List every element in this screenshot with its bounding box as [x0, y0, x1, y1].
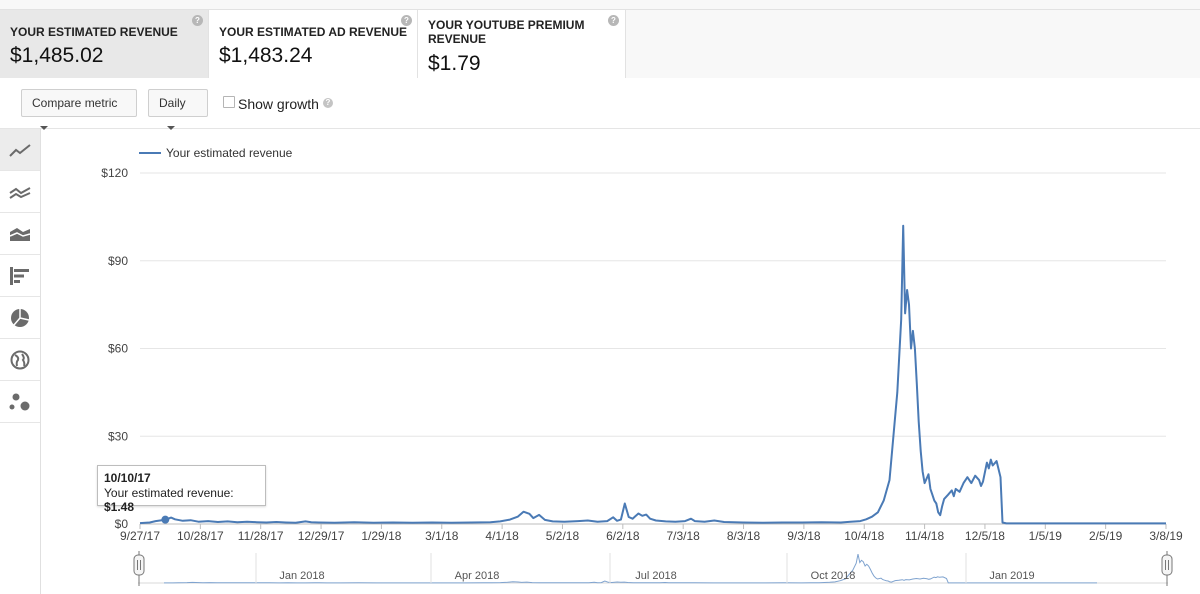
compare-metric-dropdown[interactable]: Compare metric: [21, 89, 137, 130]
line-chart-icon[interactable]: [0, 129, 40, 171]
globe-map-icon[interactable]: [0, 339, 40, 381]
x-tick-label: 10/28/17: [177, 529, 224, 543]
help-icon[interactable]: ?: [401, 15, 412, 26]
help-icon[interactable]: ?: [323, 98, 333, 108]
granularity-label: Daily: [159, 96, 186, 110]
metric-cards: YOUR ESTIMATED REVENUE $1,485.02 ? YOUR …: [0, 0, 1200, 78]
card-youtube-premium-revenue[interactable]: YOUR YOUTUBE PREMIUM REVENUE $1.79 ?: [418, 9, 626, 78]
x-tick-label: 7/3/18: [666, 529, 700, 543]
area-chart-icon[interactable]: [0, 213, 40, 255]
x-tick-label: 10/4/18: [844, 529, 884, 543]
card-label: YOUR ESTIMATED REVENUE: [10, 25, 178, 39]
card-value: $1,483.24: [219, 44, 313, 67]
chart-type-sidebar: [0, 129, 41, 594]
navigator-right-handle[interactable]: [1161, 554, 1173, 576]
y-tick-label: $120: [101, 166, 128, 180]
card-label-line2: REVENUE: [428, 32, 487, 46]
x-tick-label: 6/2/18: [606, 529, 640, 543]
x-tick-label: 1/5/19: [1029, 529, 1063, 543]
show-growth-checkbox[interactable]: [223, 96, 235, 108]
grid-lines: [140, 172, 1166, 525]
x-tick-label: 12/5/18: [965, 529, 1005, 543]
card-label: YOUR ESTIMATED AD REVENUE: [219, 25, 408, 39]
legend-label: Your estimated revenue: [166, 146, 293, 160]
revenue-line-chart: $120 $90 $60 $30 $0 9/27/17 10/28/17 11/28/17 1…: [42, 129, 1200, 594]
navigator-label: Apr 2018: [455, 570, 500, 582]
x-tick-label: 3/1/18: [425, 529, 459, 543]
bar-chart-icon[interactable]: [0, 255, 40, 297]
navigator-label: Oct 2018: [811, 570, 856, 582]
x-axis-ticks: 9/27/17 10/28/17 11/28/17 12/29/17 1/29/18 3/…: [120, 524, 1183, 543]
card-estimated-revenue[interactable]: YOUR ESTIMATED REVENUE $1,485.02 ?: [0, 9, 209, 78]
range-navigator[interactable]: Jan 2018 Apr 2018 Jul 2018 Oct 2018 Jan 2019: [133, 551, 1173, 586]
tooltip-date: 10/10/17: [104, 471, 151, 485]
granularity-dropdown[interactable]: Daily: [148, 89, 208, 130]
chart-svg: $120 $90 $60 $30 $0 9/27/17 10/28/17 11/28/17 1…: [101, 146, 1183, 586]
x-tick-label: 12/29/17: [298, 529, 345, 543]
card-filler: [626, 9, 1200, 78]
caret-down-icon: [40, 125, 48, 130]
pie-chart-icon[interactable]: [0, 297, 40, 339]
y-tick-label: $0: [115, 517, 129, 531]
chart-tooltip: 10/10/17 Your estimated revenue: $1.48: [97, 465, 266, 514]
card-value: $1.79: [428, 52, 481, 75]
series-line-your-estimated-revenue: [139, 224, 1166, 525]
x-tick-label: 8/3/18: [727, 529, 761, 543]
x-tick-label: 9/3/18: [787, 529, 821, 543]
help-icon[interactable]: ?: [608, 15, 619, 26]
x-tick-label: 2/5/19: [1089, 529, 1123, 543]
y-tick-label: $60: [108, 342, 128, 356]
chart-controls: Compare metric Daily: [0, 78, 1200, 130]
y-tick-label: $90: [108, 254, 128, 268]
tooltip-line: Your estimated revenue: $1.48: [104, 486, 265, 514]
card-label: YOUR YOUTUBE PREMIUM REVENUE: [428, 18, 584, 46]
x-tick-label: 11/28/17: [238, 529, 284, 543]
x-tick-label: 1/29/18: [361, 529, 401, 543]
card-value: $1,485.02: [10, 44, 104, 67]
y-axis-ticks: $120 $90 $60 $30 $0: [101, 166, 128, 531]
x-tick-label: 5/2/18: [546, 529, 580, 543]
tooltip-value: $1.48: [104, 500, 135, 514]
show-growth-label[interactable]: Show growth: [238, 96, 319, 112]
x-tick-label: 9/27/17: [120, 529, 160, 543]
x-tick-label: 4/1/18: [485, 529, 519, 543]
x-tick-label: 3/8/19: [1149, 529, 1183, 543]
navigator-label: Jan 2019: [989, 570, 1034, 582]
card-estimated-ad-revenue[interactable]: YOUR ESTIMATED AD REVENUE $1,483.24 ?: [209, 9, 418, 78]
navigator-line: [164, 553, 1097, 584]
y-tick-label: $30: [108, 429, 128, 443]
x-tick-label: 11/4/18: [905, 529, 944, 543]
card-label-line1: YOUR YOUTUBE PREMIUM: [428, 18, 585, 32]
tooltip-label: Your estimated revenue:: [104, 486, 234, 500]
bubble-chart-icon[interactable]: [0, 381, 40, 423]
help-icon[interactable]: ?: [192, 15, 203, 26]
multi-line-chart-icon[interactable]: [0, 171, 40, 213]
caret-down-icon: [167, 125, 175, 130]
legend: Your estimated revenue: [139, 146, 293, 160]
navigator-label: Jul 2018: [635, 570, 677, 582]
navigator-left-handle[interactable]: [133, 554, 145, 576]
hover-point: [161, 515, 170, 524]
compare-metric-label: Compare metric: [32, 96, 118, 110]
navigator-label: Jan 2018: [279, 570, 324, 582]
